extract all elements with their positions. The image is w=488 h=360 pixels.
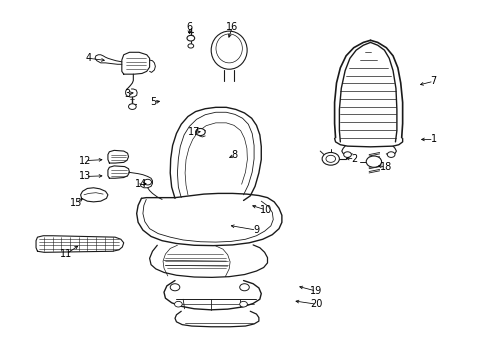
Text: 3: 3 (124, 89, 130, 99)
Text: 13: 13 (79, 171, 91, 181)
Circle shape (366, 156, 381, 167)
Text: 5: 5 (150, 98, 156, 107)
Text: 1: 1 (430, 134, 436, 144)
Text: 20: 20 (309, 299, 322, 309)
Circle shape (239, 301, 247, 307)
Text: 17: 17 (187, 127, 200, 138)
Circle shape (143, 179, 151, 185)
Circle shape (128, 104, 136, 109)
Text: 16: 16 (226, 22, 238, 32)
Circle shape (186, 35, 194, 41)
Text: 11: 11 (60, 249, 72, 259)
Circle shape (187, 44, 193, 48)
Circle shape (174, 301, 182, 307)
Text: 6: 6 (186, 22, 192, 32)
Text: 10: 10 (260, 205, 272, 215)
Text: 4: 4 (85, 53, 92, 63)
Text: 18: 18 (379, 162, 391, 172)
Text: 2: 2 (351, 154, 357, 164)
Circle shape (195, 129, 205, 136)
Circle shape (325, 155, 335, 162)
Circle shape (343, 152, 351, 157)
Circle shape (170, 284, 180, 291)
Text: 7: 7 (430, 76, 436, 86)
Text: 15: 15 (69, 198, 82, 208)
Text: 9: 9 (253, 225, 259, 235)
Ellipse shape (211, 31, 246, 69)
Text: 19: 19 (309, 286, 322, 296)
Text: 12: 12 (79, 156, 91, 166)
Text: 8: 8 (231, 150, 238, 160)
Text: 14: 14 (135, 179, 147, 189)
Circle shape (239, 284, 249, 291)
Circle shape (386, 152, 394, 157)
Ellipse shape (216, 34, 242, 63)
Circle shape (322, 153, 339, 165)
